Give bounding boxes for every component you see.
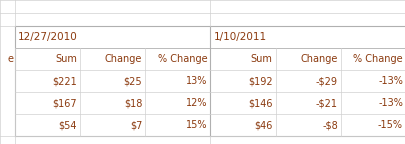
Text: $167: $167 [52, 98, 77, 108]
Text: % Change: % Change [158, 54, 207, 64]
Text: Sum: Sum [250, 54, 272, 64]
Text: -13%: -13% [377, 98, 402, 108]
Text: $25: $25 [124, 76, 142, 86]
Text: $221: $221 [52, 76, 77, 86]
Text: $46: $46 [254, 120, 272, 130]
Text: e: e [8, 54, 14, 64]
Text: 13%: 13% [185, 76, 207, 86]
Text: $7: $7 [130, 120, 142, 130]
Text: 12/27/2010: 12/27/2010 [18, 32, 78, 42]
Text: Sum: Sum [55, 54, 77, 64]
Text: 15%: 15% [185, 120, 207, 130]
Text: $18: $18 [124, 98, 142, 108]
Text: Change: Change [105, 54, 142, 64]
Text: $54: $54 [58, 120, 77, 130]
Text: $192: $192 [247, 76, 272, 86]
Bar [15, 26, 405, 136]
Text: -$21: -$21 [315, 98, 337, 108]
Text: -$29: -$29 [315, 76, 337, 86]
Text: % Change: % Change [352, 54, 402, 64]
Text: -$8: -$8 [321, 120, 337, 130]
Text: 1/10/2011: 1/10/2011 [213, 32, 266, 42]
Text: Change: Change [300, 54, 337, 64]
Text: $146: $146 [247, 98, 272, 108]
Text: -15%: -15% [377, 120, 402, 130]
Text: 12%: 12% [185, 98, 207, 108]
Text: -13%: -13% [377, 76, 402, 86]
